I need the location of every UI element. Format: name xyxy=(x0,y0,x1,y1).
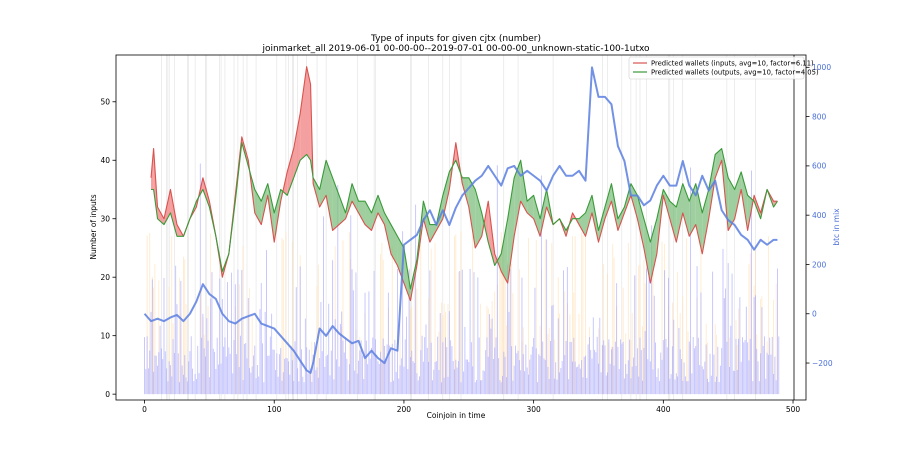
legend-label-inputs: Predicted wallets (inputs, avg=10, facto… xyxy=(651,60,814,68)
fill-inputs-above xyxy=(157,207,164,225)
fill-outputs-above xyxy=(598,207,605,243)
fill-outputs-above xyxy=(429,224,437,243)
right-y-tick-label: 400 xyxy=(812,211,827,220)
plot-frame xyxy=(115,54,807,401)
y-axis-ticks: 0 10 20 30 40 50 xyxy=(100,98,116,399)
chart-title: Type of inputs for given cjtx (number) xyxy=(370,34,541,44)
fill-outputs-above xyxy=(650,218,657,284)
right-y-tick-label: 1000 xyxy=(812,63,831,72)
fill-outputs-above xyxy=(695,183,703,254)
fill-outputs-above xyxy=(390,224,398,266)
series-line-outputs xyxy=(151,142,778,290)
x-tick-label: 500 xyxy=(786,405,801,414)
fill-outputs-above xyxy=(637,195,644,248)
series-lines xyxy=(143,66,778,374)
fill-outputs-above xyxy=(475,189,482,248)
fill-inputs-above xyxy=(306,66,311,161)
x-tick-label: 0 xyxy=(142,405,147,414)
fill-outputs-above xyxy=(384,212,391,254)
right-y-axis-ticks: −200 0 200 400 600 800 1000 xyxy=(806,63,833,368)
fill-outputs-above xyxy=(371,195,378,231)
y-axis-label: Number of inputs xyxy=(89,194,98,259)
right-y-tick-label: 200 xyxy=(812,260,827,269)
legend-label-outputs: Predicted wallets (outputs, avg=10, fact… xyxy=(651,69,819,77)
x-tick-label: 200 xyxy=(397,405,412,414)
fill-outputs-above xyxy=(741,171,748,231)
fill-outputs-above xyxy=(604,183,612,219)
x-axis-label: Coinjoin in time xyxy=(427,411,486,420)
series-fill-regions xyxy=(151,66,778,301)
fill-inputs-above xyxy=(293,113,301,178)
series-line-btc-in-mix xyxy=(143,66,778,374)
fill-outputs-above xyxy=(540,189,547,237)
fill-outputs-above xyxy=(734,171,742,219)
fill-outputs-above xyxy=(527,195,534,219)
y-tick-label: 0 xyxy=(105,390,110,399)
fill-outputs-above xyxy=(533,195,541,237)
y-tick-label: 50 xyxy=(100,98,110,107)
fill-outputs-above xyxy=(261,183,268,225)
fill-outputs-above xyxy=(669,201,677,243)
legend-box xyxy=(628,56,805,80)
fill-outputs-above xyxy=(326,160,333,231)
fill-inputs-above xyxy=(287,148,294,196)
fill-outputs-above xyxy=(514,160,521,237)
right-y-tick-label: −200 xyxy=(812,359,833,368)
fill-outputs-above xyxy=(442,171,450,219)
fill-outputs-above xyxy=(728,177,735,231)
fill-outputs-above xyxy=(689,183,696,237)
fill-outputs-above xyxy=(377,195,385,225)
fill-inputs-above xyxy=(300,66,307,161)
y-tick-label: 30 xyxy=(100,215,110,224)
fill-inputs-above xyxy=(484,201,489,243)
fill-outputs-above xyxy=(643,218,651,284)
fill-outputs-above xyxy=(423,201,430,243)
fill-outputs-above xyxy=(352,183,359,213)
right-y-tick-label: 0 xyxy=(812,310,817,319)
right-y-tick-label: 600 xyxy=(812,162,827,171)
y-tick-label: 40 xyxy=(100,156,110,165)
y-tick-label: 20 xyxy=(100,273,110,282)
right-y-axis-label: btc in mix xyxy=(832,208,841,246)
series-line-inputs xyxy=(150,66,778,302)
fill-outputs-above xyxy=(676,183,683,243)
x-axis-ticks: 0 100 200 300 400 500 xyxy=(142,400,800,414)
x-tick-label: 100 xyxy=(267,405,282,414)
right-y-tick-label: 800 xyxy=(812,112,827,121)
fill-outputs-above xyxy=(702,189,709,254)
fill-outputs-above xyxy=(630,183,638,219)
chart-subtitle: joinmarket_all 2019-06-01 00-00-00--2019… xyxy=(261,44,650,54)
fill-outputs-above xyxy=(497,253,502,272)
fill-outputs-above xyxy=(579,212,586,237)
fill-outputs-above xyxy=(468,177,476,248)
y-tick-label: 10 xyxy=(100,331,110,340)
legend: Predicted wallets (inputs, avg=10, facto… xyxy=(628,56,819,80)
x-tick-label: 300 xyxy=(526,405,541,414)
fill-outputs-above xyxy=(358,201,366,225)
fill-outputs-above xyxy=(339,195,346,225)
fill-outputs-above xyxy=(319,160,327,208)
fill-outputs-above xyxy=(715,148,722,178)
fill-outputs-above xyxy=(365,201,372,231)
fill-outputs-above xyxy=(507,177,515,284)
plot-area xyxy=(143,55,780,400)
x-tick-label: 400 xyxy=(656,405,671,414)
fill-outputs-above xyxy=(501,218,508,284)
fill-outputs-above xyxy=(585,195,592,237)
